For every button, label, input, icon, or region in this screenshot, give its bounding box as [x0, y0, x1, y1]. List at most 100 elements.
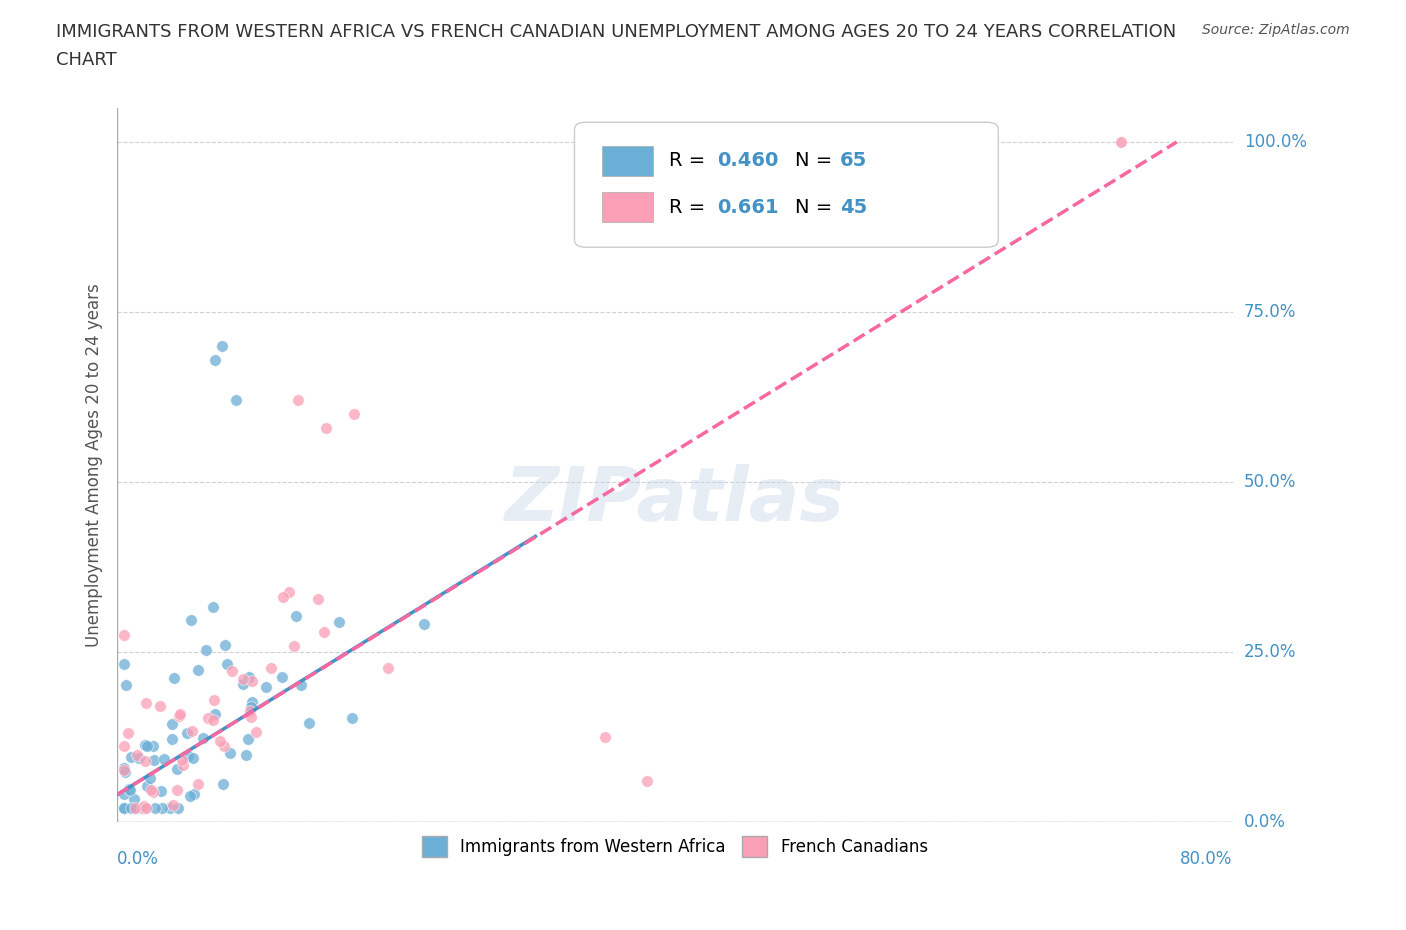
- Point: [201, 712, 224, 727]
- Point: [1109, 135, 1132, 150]
- Text: R =: R =: [669, 152, 711, 170]
- Point: [343, 406, 366, 421]
- Point: [125, 801, 148, 816]
- Point: [342, 711, 364, 725]
- Point: [202, 692, 225, 707]
- Point: [193, 730, 215, 745]
- Point: [278, 585, 301, 600]
- Point: [136, 738, 159, 753]
- Point: [271, 670, 294, 684]
- Text: 75.0%: 75.0%: [1244, 303, 1296, 321]
- Point: [159, 801, 181, 816]
- Point: [128, 751, 150, 765]
- Point: [232, 672, 254, 687]
- Point: [118, 781, 141, 796]
- Point: [240, 699, 263, 714]
- Point: [181, 751, 204, 766]
- Text: 100.0%: 100.0%: [1244, 133, 1306, 151]
- Point: [187, 662, 209, 677]
- Point: [412, 617, 434, 631]
- Point: [271, 590, 294, 604]
- Point: [142, 738, 165, 753]
- Point: [135, 778, 157, 793]
- Point: [238, 732, 260, 747]
- Point: [221, 664, 243, 679]
- Point: [214, 638, 236, 653]
- Point: [135, 801, 157, 816]
- Point: [211, 339, 233, 353]
- Point: [212, 777, 235, 791]
- Text: N =: N =: [796, 152, 839, 170]
- Point: [242, 674, 264, 689]
- Point: [204, 352, 226, 367]
- Point: [114, 801, 136, 816]
- Point: [238, 670, 260, 684]
- Point: [132, 801, 155, 816]
- Text: 0.661: 0.661: [717, 198, 779, 217]
- Point: [135, 696, 157, 711]
- Point: [215, 657, 238, 671]
- Point: [283, 638, 305, 653]
- Point: [117, 726, 139, 741]
- Point: [259, 660, 281, 675]
- Point: [153, 752, 176, 767]
- Point: [145, 801, 167, 816]
- Point: [204, 707, 226, 722]
- Text: Source: ZipAtlas.com: Source: ZipAtlas.com: [1202, 23, 1350, 37]
- Text: 0.460: 0.460: [717, 152, 779, 170]
- Point: [115, 677, 138, 692]
- Point: [239, 704, 262, 719]
- Text: 45: 45: [839, 198, 868, 217]
- Text: CHART: CHART: [56, 51, 117, 69]
- Point: [242, 695, 264, 710]
- Point: [212, 738, 235, 753]
- Point: [167, 709, 190, 724]
- Point: [120, 750, 142, 764]
- Point: [636, 774, 658, 789]
- Point: [162, 797, 184, 812]
- Text: IMMIGRANTS FROM WESTERN AFRICA VS FRENCH CANADIAN UNEMPLOYMENT AMONG AGES 20 TO : IMMIGRANTS FROM WESTERN AFRICA VS FRENCH…: [56, 23, 1177, 41]
- Point: [132, 801, 155, 816]
- Point: [134, 754, 156, 769]
- Point: [132, 798, 155, 813]
- Point: [124, 801, 146, 816]
- Point: [166, 783, 188, 798]
- Point: [308, 591, 330, 606]
- Point: [209, 734, 232, 749]
- Point: [377, 661, 399, 676]
- Point: [167, 801, 190, 816]
- Text: R =: R =: [669, 198, 718, 217]
- Point: [194, 643, 217, 658]
- Point: [139, 771, 162, 786]
- FancyBboxPatch shape: [602, 146, 652, 176]
- Point: [150, 801, 173, 816]
- Point: [176, 725, 198, 740]
- Point: [118, 782, 141, 797]
- Point: [112, 761, 135, 776]
- Point: [169, 707, 191, 722]
- Point: [122, 801, 145, 816]
- Point: [183, 786, 205, 801]
- Point: [235, 748, 257, 763]
- Point: [181, 724, 204, 738]
- Text: 0.0%: 0.0%: [117, 850, 159, 869]
- Text: 65: 65: [839, 152, 868, 170]
- Y-axis label: Unemployment Among Ages 20 to 24 years: Unemployment Among Ages 20 to 24 years: [86, 283, 103, 646]
- Point: [593, 729, 616, 744]
- FancyBboxPatch shape: [575, 122, 998, 247]
- Point: [225, 392, 247, 407]
- Point: [180, 613, 202, 628]
- Text: 50.0%: 50.0%: [1244, 473, 1296, 491]
- Point: [202, 600, 225, 615]
- Point: [219, 745, 242, 760]
- Point: [114, 764, 136, 779]
- Point: [143, 753, 166, 768]
- Point: [142, 785, 165, 800]
- Point: [112, 738, 135, 753]
- Point: [245, 724, 267, 739]
- Point: [112, 628, 135, 643]
- Point: [298, 716, 321, 731]
- Point: [112, 657, 135, 671]
- Point: [172, 757, 194, 772]
- Point: [139, 782, 162, 797]
